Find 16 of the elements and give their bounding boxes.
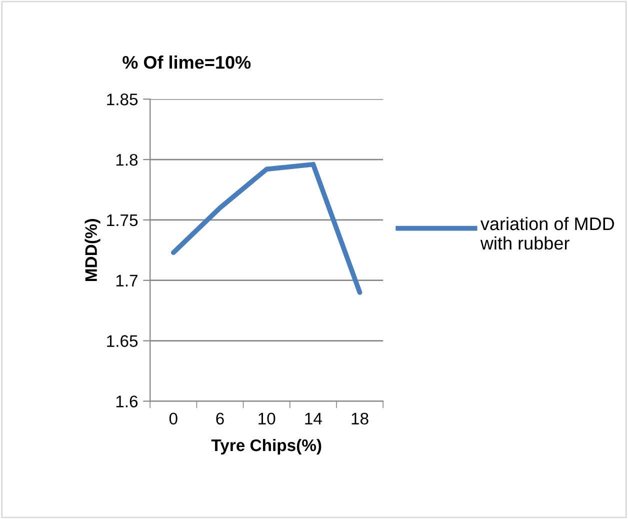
line-series (170, 162, 362, 295)
x-axis-title: Tyre Chips(%) (211, 438, 322, 454)
y-tick-label: 1.8 (116, 154, 138, 166)
y-tick-label: 1.85 (107, 94, 138, 106)
chart-title: % Of lime=10% (122, 55, 251, 69)
x-tick-label: 10 (258, 412, 276, 425)
x-tick-label: 14 (305, 412, 322, 424)
legend-label: variation of MDD with rubber (480, 216, 614, 250)
x-tick-label: 0 (169, 412, 178, 425)
x-tick-label: 18 (352, 412, 368, 425)
y-tick-label: 1.7 (116, 274, 138, 286)
y-tick-label: 1.75 (107, 214, 138, 226)
y-axis-title: MDD(%) (84, 219, 100, 281)
x-tick-label: 6 (216, 412, 224, 425)
y-tick-label: 1.65 (107, 335, 138, 347)
y-tick-label: 1.6 (116, 396, 138, 408)
